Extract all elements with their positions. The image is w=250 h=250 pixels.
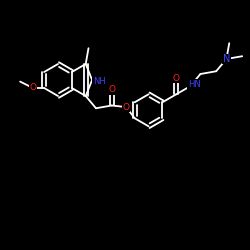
Text: N: N xyxy=(223,54,230,64)
Text: O: O xyxy=(30,84,36,92)
Text: O: O xyxy=(108,85,115,94)
Text: HN: HN xyxy=(188,80,200,89)
Text: NH: NH xyxy=(93,78,106,86)
Text: O: O xyxy=(173,74,180,83)
Text: O: O xyxy=(123,102,130,112)
